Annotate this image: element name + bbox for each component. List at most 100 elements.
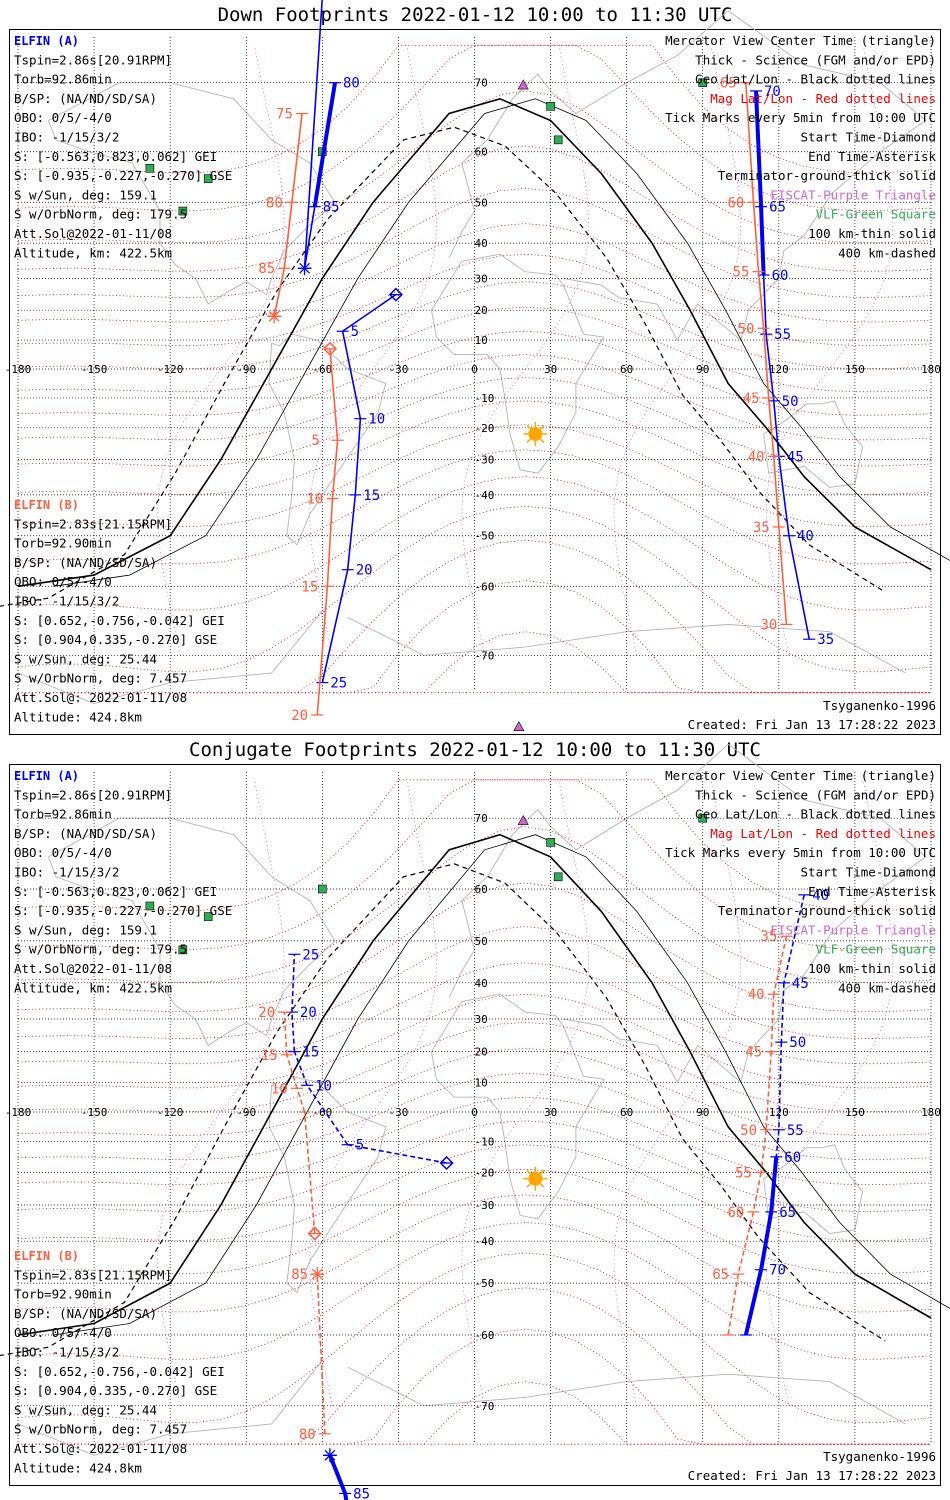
vlf-square bbox=[318, 884, 327, 894]
track-segment bbox=[343, 1493, 349, 1500]
vlf-square bbox=[178, 206, 188, 216]
sun-marker bbox=[523, 421, 548, 446]
y-tick-label: 10 bbox=[475, 334, 488, 347]
tick-label: 25 bbox=[302, 947, 319, 963]
y-tick-label: 20 bbox=[475, 304, 488, 317]
tick-label: 5 bbox=[356, 1138, 364, 1154]
y-tick-label: -40 bbox=[475, 1235, 495, 1248]
mag-lon-line bbox=[461, 45, 590, 656]
tick-label: 50 bbox=[738, 321, 755, 337]
elfin-b-info-line: Att.Sol@: 2022-01-11/08 bbox=[14, 690, 187, 705]
end-asterisk bbox=[299, 262, 310, 274]
track-segment bbox=[341, 331, 362, 419]
model-label: Tsyganenko-1996 bbox=[823, 1449, 936, 1464]
start-diamond bbox=[388, 287, 403, 302]
tick-label: 60 bbox=[727, 195, 744, 211]
mag-lat-line bbox=[17, 476, 932, 611]
elfin-b-info-line: S: [0.652,-0.756,-0.042] GEI bbox=[14, 613, 225, 628]
track-segment bbox=[754, 90, 764, 207]
tick-label: 35 bbox=[753, 520, 770, 536]
tick-label: 50 bbox=[782, 394, 799, 410]
sun-ray bbox=[526, 438, 531, 443]
x-tick-label: 60 bbox=[620, 363, 633, 376]
x-tick-label: 180 bbox=[921, 363, 941, 376]
track-elfin-a: 5 10 15 20 25 40 45 50 55 60 65 70 85 bbox=[285, 888, 829, 1500]
elfin-b-info-line: Altitude: 424.8km bbox=[14, 709, 142, 724]
y-tick-label: 10 bbox=[475, 1076, 488, 1089]
y-tick-label: -30 bbox=[475, 1199, 495, 1212]
tick-label: 55 bbox=[735, 1165, 752, 1181]
track-segment bbox=[752, 202, 760, 272]
vlf-square bbox=[145, 163, 155, 173]
elfin-b-info-line: Torb=92.90min bbox=[14, 536, 112, 551]
tick-label: 40 bbox=[748, 449, 765, 465]
track-segment bbox=[783, 894, 805, 984]
x-tick-label: 180 bbox=[921, 1106, 941, 1119]
tick-label: 45 bbox=[743, 391, 760, 407]
legend-line: Start Time-Diamond bbox=[801, 865, 936, 880]
footprint-map-down: -180 -150 -120 -90 -60 -30 0 30 60 90 120 150 180 70 6… bbox=[0, 0, 950, 735]
x-tick-label: -30 bbox=[388, 363, 408, 376]
tick-label: 50 bbox=[789, 1035, 806, 1051]
terminator-400km-line bbox=[0, 126, 886, 607]
tick-label: 60 bbox=[727, 1205, 744, 1221]
tick-label: 10 bbox=[306, 492, 323, 508]
tick-label: 5 bbox=[312, 433, 320, 449]
elfin-a-info-line: Att.Sol@2022-01-11/08 bbox=[14, 226, 172, 241]
tick-label: 45 bbox=[745, 1045, 762, 1061]
y-tick-label: 30 bbox=[475, 1013, 488, 1026]
elfin-a-info-line: Altitude, km: 422.5km bbox=[14, 980, 172, 995]
track-segment bbox=[762, 275, 767, 335]
mag-lat-line bbox=[17, 354, 932, 441]
track-segment bbox=[326, 498, 334, 587]
y-tick-label: 40 bbox=[475, 237, 488, 250]
eiscat-triangle bbox=[513, 721, 525, 732]
vlf-square bbox=[546, 102, 555, 111]
tick-label: 65 bbox=[769, 200, 786, 216]
mag-lat-line bbox=[17, 926, 932, 1039]
legend-line: Mercator View Center Time (triangle) bbox=[665, 33, 936, 48]
track-segment bbox=[745, 82, 755, 203]
elfin-a-info-line: S w/Sun, deg: 159.1 bbox=[14, 922, 157, 937]
tick-label: 85 bbox=[258, 261, 275, 277]
elfin-a-info-line: OBO: 0/5/-4/0 bbox=[14, 845, 112, 860]
x-tick-label: 0 bbox=[471, 1106, 478, 1119]
y-tick-label: 60 bbox=[475, 883, 488, 896]
sun-ray bbox=[526, 424, 531, 430]
elfin-b-info-line: S: [0.904,0.335,-0.270] GSE bbox=[14, 1383, 217, 1398]
x-tick-label: 120 bbox=[769, 363, 789, 376]
legend-line: Mercator View Center Time (triangle) bbox=[665, 768, 936, 783]
track-segment bbox=[291, 954, 296, 1013]
terminator-400km-line bbox=[0, 863, 886, 1357]
tick-label: 35 bbox=[760, 929, 777, 945]
elfin-b-info-line: IBO: -1/15/3/2 bbox=[14, 594, 119, 609]
sun-disk bbox=[528, 1171, 543, 1186]
track-segment bbox=[291, 113, 303, 203]
tick-label: 50 bbox=[740, 1123, 757, 1139]
legend-line: End Time-Asterisk bbox=[808, 149, 936, 164]
track-segment bbox=[765, 334, 775, 401]
track-segment bbox=[743, 1269, 764, 1336]
track-segment bbox=[759, 1211, 774, 1271]
tick-label: 55 bbox=[774, 327, 791, 343]
tick-label: 65 bbox=[720, 76, 737, 92]
tick-label: 55 bbox=[733, 265, 750, 281]
tick-label: 5 bbox=[351, 324, 359, 340]
legend-line: 100 km-thin solid bbox=[808, 226, 936, 241]
x-tick-label: 90 bbox=[696, 1106, 709, 1119]
track-segment bbox=[769, 1156, 779, 1213]
coastline-7 bbox=[17, 1359, 323, 1456]
tick-label: 65 bbox=[712, 1267, 729, 1283]
x-tick-label: -150 bbox=[81, 1106, 108, 1119]
tick-label: 25 bbox=[330, 676, 347, 692]
x-tick-label: -180 bbox=[5, 1106, 32, 1119]
y-tick-label: 50 bbox=[475, 196, 488, 209]
elfin-a-info-line: Tspin=2.86s[20.91RPM] bbox=[14, 52, 172, 67]
track-segment bbox=[727, 1273, 740, 1336]
vlf-square bbox=[145, 901, 155, 911]
track-segment bbox=[303, 206, 316, 269]
x-tick-label: -30 bbox=[388, 1106, 408, 1119]
mag-lat-line bbox=[17, 1072, 932, 1160]
legend-line: 100 km-thin solid bbox=[808, 961, 936, 976]
legend-line: VLF-Green Square bbox=[816, 207, 936, 222]
